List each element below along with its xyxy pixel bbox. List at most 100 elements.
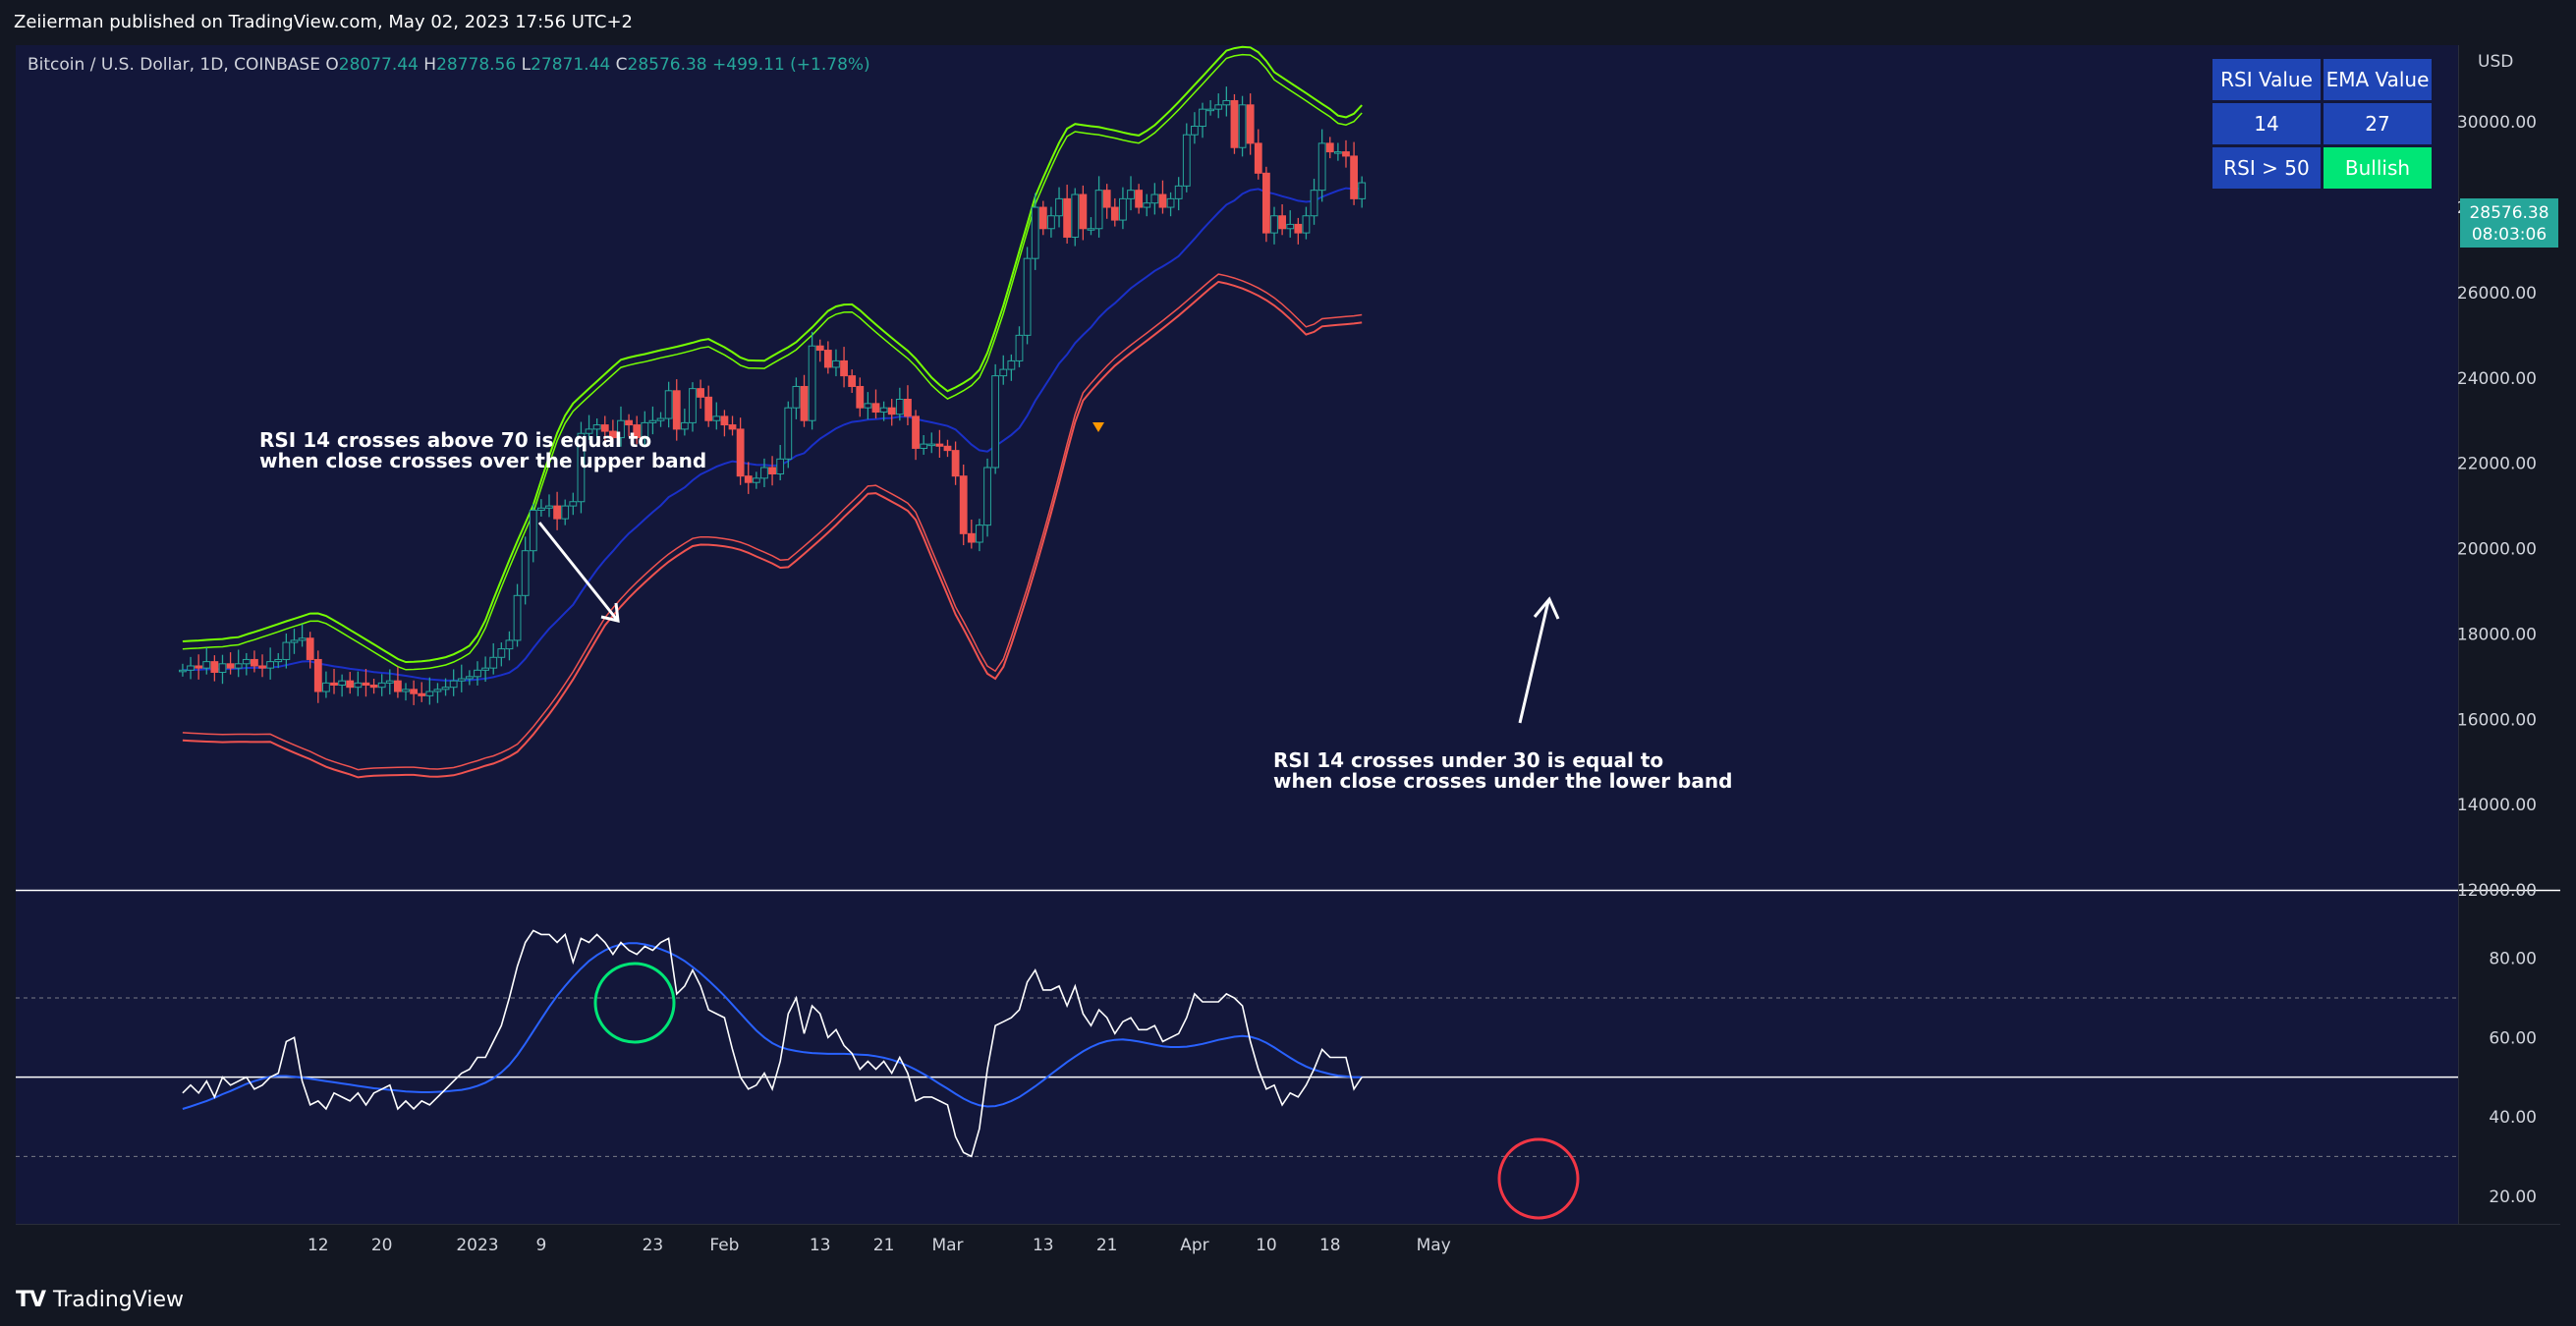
candle <box>1135 184 1144 214</box>
candle <box>1143 193 1151 217</box>
candle <box>402 683 410 701</box>
candle-body <box>672 390 681 430</box>
candle-body <box>1199 108 1206 128</box>
last-price-tag: 28576.38 08:03:06 <box>2460 198 2558 248</box>
candle <box>935 429 944 459</box>
price-tick-label: 18000.00 <box>2457 625 2537 644</box>
candle-body <box>1047 215 1055 230</box>
candle-body <box>195 665 203 669</box>
candle-body <box>1094 190 1103 230</box>
candle-body <box>680 421 689 430</box>
close-label: C <box>615 55 628 75</box>
candle-body <box>1333 151 1342 154</box>
candle <box>1071 188 1080 247</box>
candle <box>322 671 330 698</box>
close-value: 28576.38 <box>627 55 707 75</box>
time-tick-label: Apr <box>1180 1236 1208 1255</box>
candle <box>633 415 642 445</box>
candle-body <box>258 665 266 669</box>
price-tick-label: 24000.00 <box>2457 369 2537 389</box>
candle <box>800 374 809 427</box>
candle-body <box>815 345 824 352</box>
symbol-legend[interactable]: Bitcoin / U.S. Dollar, 1D, COINBASE O280… <box>28 55 870 75</box>
candles <box>179 86 1367 705</box>
candle-body <box>895 399 904 415</box>
candle-body <box>489 656 498 669</box>
rsi-axis[interactable]: 20.00 40.00 60.00 80.00 <box>2489 950 2537 1207</box>
lower-band-inner <box>182 273 1363 771</box>
candle <box>744 462 753 494</box>
price-tick-label: 26000.00 <box>2457 284 2537 304</box>
candle <box>306 632 314 669</box>
candle-body <box>1158 193 1167 208</box>
candle-body <box>1214 104 1223 110</box>
candle-body <box>625 419 633 426</box>
candle <box>369 679 378 694</box>
candle <box>1358 176 1367 208</box>
candle-body <box>752 477 760 483</box>
candle-body <box>282 641 291 660</box>
candle <box>313 650 322 703</box>
candle <box>218 654 227 685</box>
upper-arrow-icon <box>537 522 620 623</box>
candle <box>871 389 880 419</box>
tradingview-logo[interactable]: TV TradingView <box>16 1288 184 1312</box>
price-tick-label: 14000.00 <box>2457 796 2537 815</box>
candle-body <box>1023 257 1032 336</box>
open-label: O <box>325 55 339 75</box>
currency-label: USD <box>2478 52 2513 72</box>
candle <box>1191 112 1199 144</box>
candle <box>760 458 768 487</box>
candle-body <box>991 375 1000 469</box>
candle <box>425 677 434 705</box>
upper-band-inner <box>182 53 1363 671</box>
rsi-levels <box>16 997 2458 1157</box>
time-tick-label: Mar <box>931 1236 963 1255</box>
annotation-lower: RSI 14 crosses under 30 is equal to when … <box>1273 750 1732 792</box>
candle <box>625 414 633 437</box>
candle-body <box>1087 228 1095 231</box>
table-header-ema: EMA Value <box>2324 59 2432 100</box>
candle <box>752 471 760 489</box>
candle <box>1254 129 1262 180</box>
time-tick-label: May <box>1417 1236 1451 1255</box>
candle <box>282 633 291 669</box>
candle <box>1127 176 1135 211</box>
candle-body <box>1071 193 1080 238</box>
time-tick-label: 23 <box>643 1236 664 1255</box>
candle <box>561 499 570 525</box>
candle <box>577 421 586 514</box>
candle-body <box>648 419 657 423</box>
candle-body <box>1174 185 1183 199</box>
candle <box>1063 185 1072 244</box>
candle-body <box>1246 104 1255 144</box>
candle <box>418 682 426 702</box>
rsi-cross-under-circle <box>1497 1137 1580 1220</box>
candle <box>848 369 857 393</box>
candle <box>569 492 578 516</box>
footer: TV TradingView <box>0 1273 2576 1326</box>
candle-body <box>1063 197 1072 238</box>
candle-body <box>1261 172 1270 234</box>
price-tick-label: 30000.00 <box>2457 113 2537 133</box>
candle-body <box>1286 223 1295 230</box>
candle <box>521 536 530 605</box>
candle <box>1110 197 1119 227</box>
candle-body <box>274 658 283 663</box>
candle <box>1238 95 1247 157</box>
candle <box>1294 217 1303 245</box>
candle <box>251 650 258 673</box>
indicator-table: RSI Value EMA Value 14 27 RSI > 50 Bulli… <box>2210 56 2435 192</box>
candle-body <box>266 661 275 669</box>
candle <box>1261 166 1270 243</box>
annotation-upper-line-1: RSI 14 crosses above 70 is equal to <box>259 428 652 452</box>
candle <box>585 414 593 440</box>
chart-canvas[interactable]: 12000.00 14000.00 16000.00 18000.00 20000.00… <box>16 45 2560 1273</box>
candle-body <box>577 432 586 503</box>
candle <box>465 670 474 686</box>
time-tick-label: 10 <box>1256 1236 1277 1255</box>
candle-body <box>1143 202 1151 208</box>
time-tick-label: 9 <box>535 1236 546 1255</box>
candle-body <box>1350 155 1358 199</box>
time-axis[interactable]: 12 20 2023 9 23 Feb 13 21 Mar 13 21 Apr 10 18 May <box>308 1236 1451 1255</box>
